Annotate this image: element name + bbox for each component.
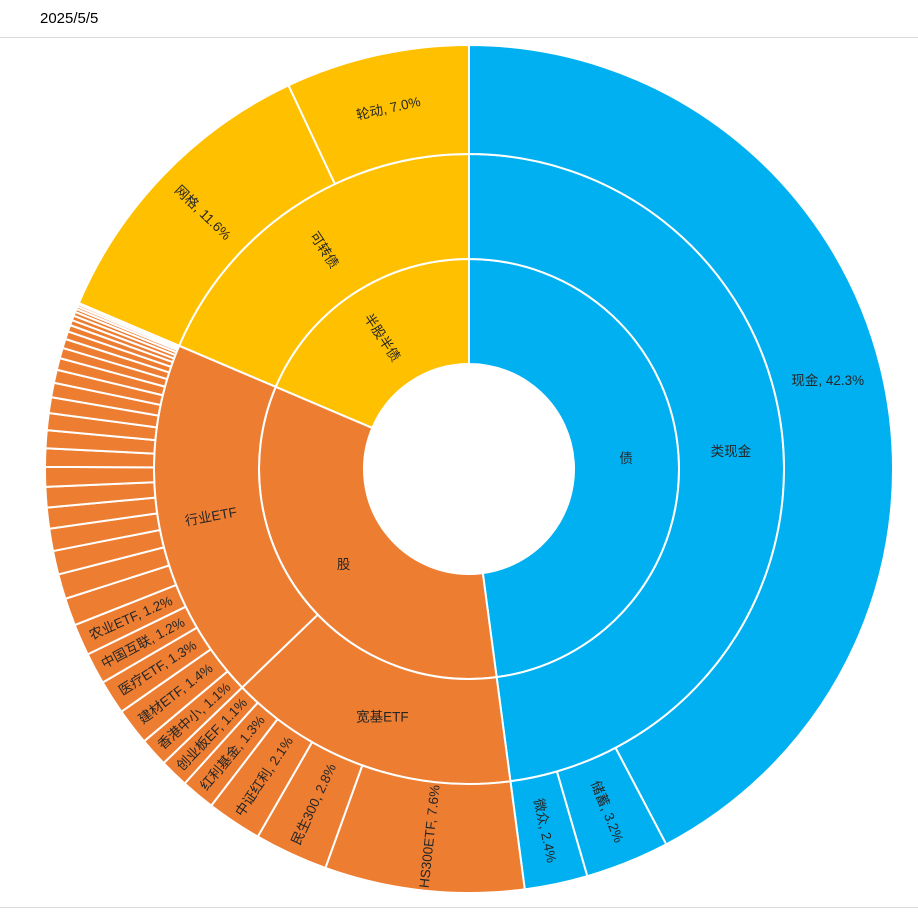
header: 2025/5/5 <box>0 0 918 38</box>
chart-segment-轮动[interactable] <box>287 44 470 185</box>
bottom-divider <box>0 907 918 908</box>
sunburst-chart: 债类现金现金, 42.3%储蓄, 3.2%微众, 2.4%股宽基ETFHS300… <box>44 44 894 894</box>
chart-area: 债类现金 现金, 42.3% 储蓄, 3.2% 微众, 2.4% 股宽基ETF HS300… <box>0 38 918 907</box>
chart-segment[interactable] <box>44 465 156 488</box>
chart-segment-现金[interactable] <box>468 44 894 846</box>
date-label: 2025/5/5 <box>40 10 99 27</box>
